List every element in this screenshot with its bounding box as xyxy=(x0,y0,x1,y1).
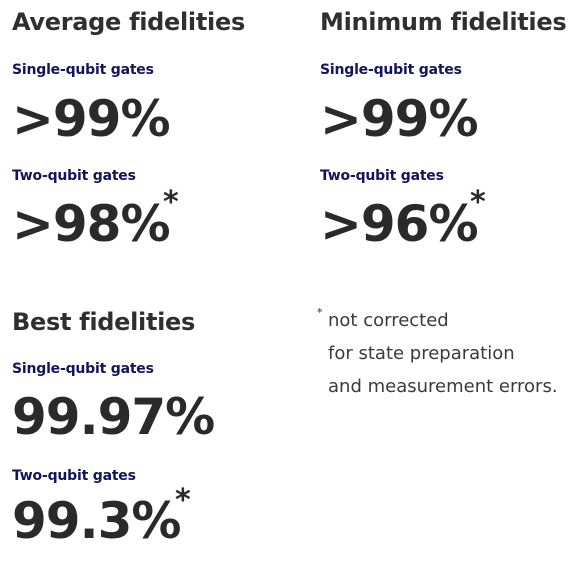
minimum-two-qubit-footnote-marker: * xyxy=(470,185,486,220)
footnote-marker: * xyxy=(317,306,323,319)
footnote-line-2: for state preparation xyxy=(328,343,515,364)
best-fidelities-heading: Best fidelities xyxy=(12,308,196,336)
best-two-qubit-label: Two-qubit gates xyxy=(12,468,136,484)
best-single-qubit-label: Single-qubit gates xyxy=(12,361,154,377)
average-two-qubit-footnote-marker: * xyxy=(163,185,179,220)
average-fidelities-heading: Average fidelities xyxy=(12,8,245,36)
minimum-two-qubit-label: Two-qubit gates xyxy=(320,168,444,184)
average-two-qubit-label: Two-qubit gates xyxy=(12,168,136,184)
best-two-qubit-value: 99.3% xyxy=(12,492,181,550)
minimum-fidelities-heading: Minimum fidelities xyxy=(320,8,567,36)
minimum-two-qubit-value: >96% xyxy=(320,195,479,253)
average-two-qubit-value: >98% xyxy=(12,195,171,253)
average-single-qubit-label: Single-qubit gates xyxy=(12,62,154,78)
best-single-qubit-value: 99.97% xyxy=(12,388,215,446)
average-single-qubit-value: >99% xyxy=(12,90,171,148)
minimum-single-qubit-value: >99% xyxy=(320,90,479,148)
footnote-line-3: and measurement errors. xyxy=(328,376,558,397)
minimum-single-qubit-label: Single-qubit gates xyxy=(320,62,462,78)
best-two-qubit-footnote-marker: * xyxy=(175,483,191,518)
footnote-line-1: not corrected xyxy=(328,310,449,331)
